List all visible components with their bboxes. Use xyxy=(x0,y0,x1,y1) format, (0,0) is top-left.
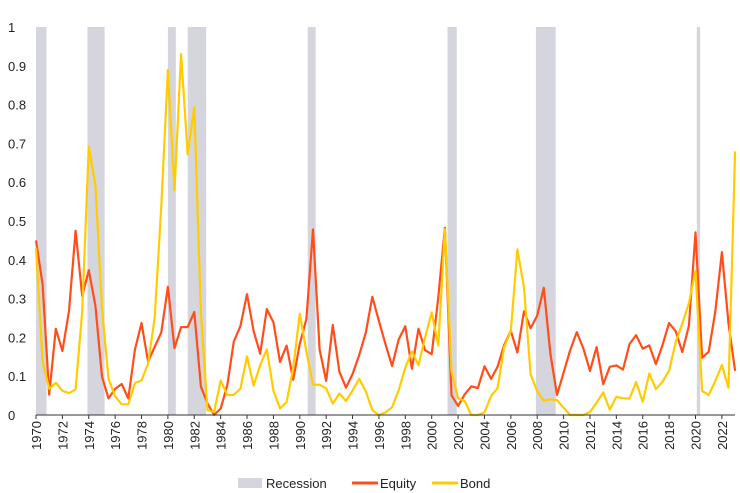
x-tick-label: 1992 xyxy=(319,421,334,450)
x-tick-label: 2014 xyxy=(609,421,624,450)
x-tick-label: 2010 xyxy=(557,421,572,450)
y-tick-label: 0.6 xyxy=(8,175,26,190)
y-tick-label: 0 xyxy=(8,408,15,423)
series-lines xyxy=(34,53,737,417)
recession-band xyxy=(87,27,105,415)
series-line-equity xyxy=(34,226,737,417)
x-tick-label: 1998 xyxy=(398,421,413,450)
x-tick-label: 1994 xyxy=(346,421,361,450)
x-tick-label: 1976 xyxy=(108,421,123,450)
x-tick-label: 1980 xyxy=(161,421,176,450)
recession-band xyxy=(535,27,556,415)
x-tick-label: 2008 xyxy=(530,421,545,450)
y-tick-label: 0.2 xyxy=(8,330,26,345)
legend-swatch-recession xyxy=(238,478,262,488)
x-tick-label: 1970 xyxy=(29,421,44,450)
x-tick-label: 2000 xyxy=(425,421,440,450)
legend: Recession Equity Bond xyxy=(238,476,490,491)
y-tick-labels: 0 0.1 0.2 0.3 0.4 0.5 0.6 0.7 0.8 0.9 1 xyxy=(8,20,26,423)
y-tick-label: 0.5 xyxy=(8,214,26,229)
legend-label-bond: Bond xyxy=(460,476,490,491)
x-tick-label: 2004 xyxy=(477,421,492,450)
x-tick-label: 1984 xyxy=(214,421,229,450)
x-tick-label: 2006 xyxy=(504,421,519,450)
y-tick-label: 0.1 xyxy=(8,369,26,384)
legend-label-equity: Equity xyxy=(380,476,417,491)
y-tick-label: 0.3 xyxy=(8,292,26,307)
x-tick-label: 1974 xyxy=(82,421,97,450)
x-tick-label: 2016 xyxy=(636,421,651,450)
x-tick-label: 1972 xyxy=(55,421,70,450)
recession-bands xyxy=(36,27,701,415)
x-tick-label: 1990 xyxy=(293,421,308,450)
x-tick-label: 2022 xyxy=(715,421,730,450)
x-tick-label: 1996 xyxy=(372,421,387,450)
x-tick-label: 2020 xyxy=(689,421,704,450)
x-tick-label: 1988 xyxy=(266,421,281,450)
y-tick-label: 0.7 xyxy=(8,136,26,151)
recession-band xyxy=(447,27,457,415)
recession-band xyxy=(167,27,176,415)
series-line-bond xyxy=(34,53,737,417)
y-tick-label: 1 xyxy=(8,20,15,35)
recession-band xyxy=(36,27,47,415)
recession-band xyxy=(696,27,701,415)
y-tick-label: 0.9 xyxy=(8,59,26,74)
recession-band xyxy=(307,27,316,415)
x-tick-label: 2012 xyxy=(583,421,598,450)
x-tick-labels: 1970 1972 1974 1976 1978 1980 1982 1984 1986 1988… xyxy=(29,415,730,450)
x-tick-label: 2018 xyxy=(662,421,677,450)
y-tick-label: 0.8 xyxy=(8,98,26,113)
y-tick-label: 0.4 xyxy=(8,253,26,268)
legend-label-recession: Recession xyxy=(266,476,327,491)
x-tick-label: 1982 xyxy=(187,421,202,450)
x-tick-label: 1986 xyxy=(240,421,255,450)
x-tick-label: 1978 xyxy=(135,421,150,450)
x-tick-label: 2002 xyxy=(451,421,466,450)
